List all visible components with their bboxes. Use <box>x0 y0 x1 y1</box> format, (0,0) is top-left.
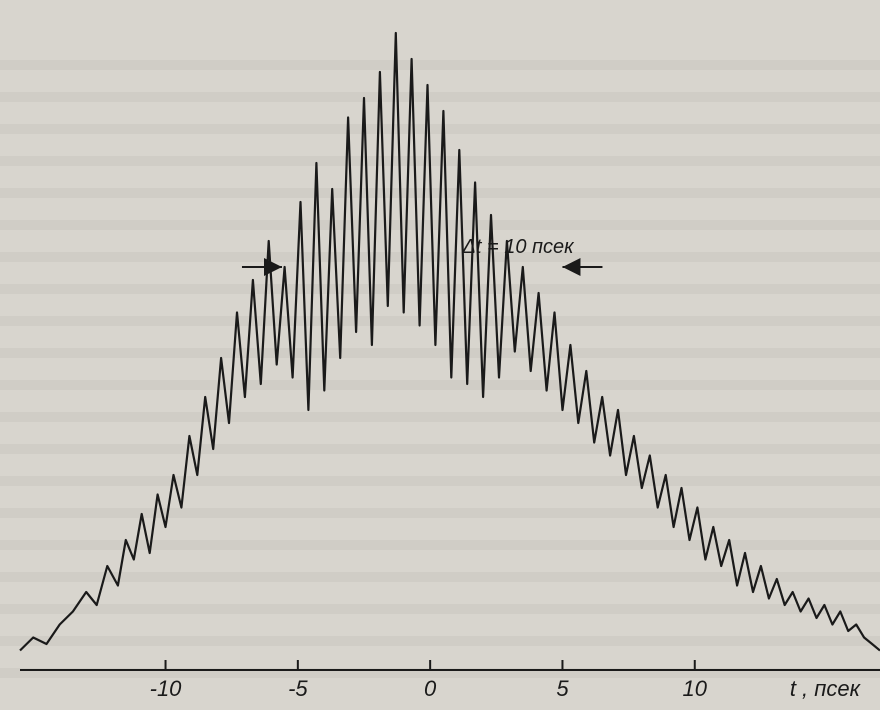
bleed-stripe <box>0 540 880 550</box>
bleed-stripe <box>0 156 880 166</box>
bleed-stripe <box>0 284 880 294</box>
bleed-stripe <box>0 252 880 262</box>
bleed-stripe <box>0 412 880 422</box>
bleed-stripe <box>0 124 880 134</box>
bleed-stripe <box>0 572 880 582</box>
pulse-width-annotation: Δt = 10 псек <box>241 236 603 276</box>
bleed-stripe <box>0 60 880 70</box>
bleed-stripe <box>0 508 880 518</box>
x-tick-label: 10 <box>683 676 708 701</box>
bleed-stripe <box>0 476 880 486</box>
bleed-stripe <box>0 444 880 454</box>
x-tick-label: -5 <box>288 676 308 701</box>
series-0-line <box>19 31 880 652</box>
bleed-stripe <box>0 636 880 646</box>
bleed-stripe <box>0 604 880 614</box>
x-tick-label: -10 <box>150 676 183 701</box>
annotation-label: Δt = 10 псек <box>461 236 575 258</box>
x-axis: -10 -5 0 5 10 <box>20 660 880 701</box>
x-axis-label: t , псек <box>790 676 862 701</box>
x-tick-label: 0 <box>424 676 437 701</box>
x-tick-label: 5 <box>556 676 569 701</box>
bleed-stripe <box>0 348 880 358</box>
bleed-stripe <box>0 92 880 102</box>
bleed-stripe <box>0 316 880 326</box>
bleed-stripe <box>0 380 880 390</box>
bleed-stripe <box>0 668 880 678</box>
